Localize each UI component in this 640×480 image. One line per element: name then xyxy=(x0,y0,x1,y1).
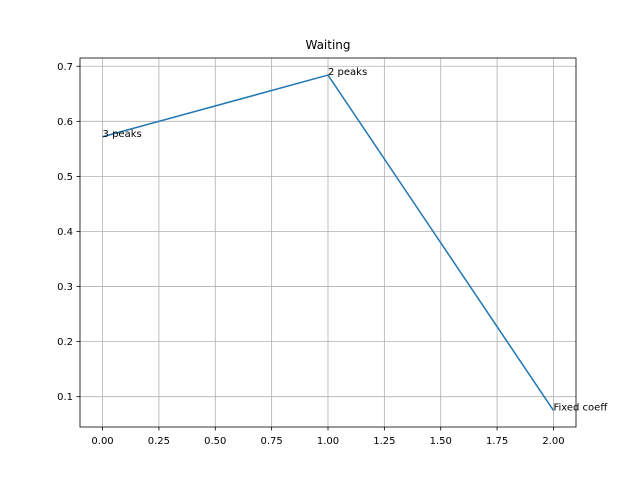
data-annotation: 2 peaks xyxy=(328,67,367,78)
x-tick-label: 1.75 xyxy=(486,436,508,447)
data-annotation: 3 peaks xyxy=(103,129,142,140)
grid xyxy=(80,58,576,427)
series-layer xyxy=(102,74,555,411)
y-tick-label: 0.4 xyxy=(57,227,73,238)
x-tick-label: 0.75 xyxy=(261,436,283,447)
y-tick-label: 0.1 xyxy=(57,392,73,403)
y-tick-label: 0.5 xyxy=(57,172,73,183)
y-tick-label: 0.7 xyxy=(57,62,73,73)
x-tick-label: 1.00 xyxy=(317,436,339,447)
x-tick-label: 1.50 xyxy=(430,436,452,447)
y-tick-label: 0.6 xyxy=(57,117,73,128)
series-line xyxy=(102,74,555,411)
annotations: 3 peaks 2 peaks Fixed coeff xyxy=(103,67,609,413)
y-tick-label: 0.2 xyxy=(57,337,73,348)
x-tick-label: 2.00 xyxy=(542,436,564,447)
x-tick-label: 0.00 xyxy=(91,436,113,447)
y-tick-label: 0.3 xyxy=(57,282,73,293)
x-tick-label: 0.50 xyxy=(204,436,226,447)
data-annotation: Fixed coeff xyxy=(553,402,608,413)
axes: 0.00 0.25 0.50 0.75 1.00 1.25 1.50 1.75 2.00 0.1 0… xyxy=(57,62,564,447)
chart-title: Waiting xyxy=(305,38,350,52)
x-tick-label: 0.25 xyxy=(148,436,170,447)
x-tick-label: 1.25 xyxy=(373,436,395,447)
